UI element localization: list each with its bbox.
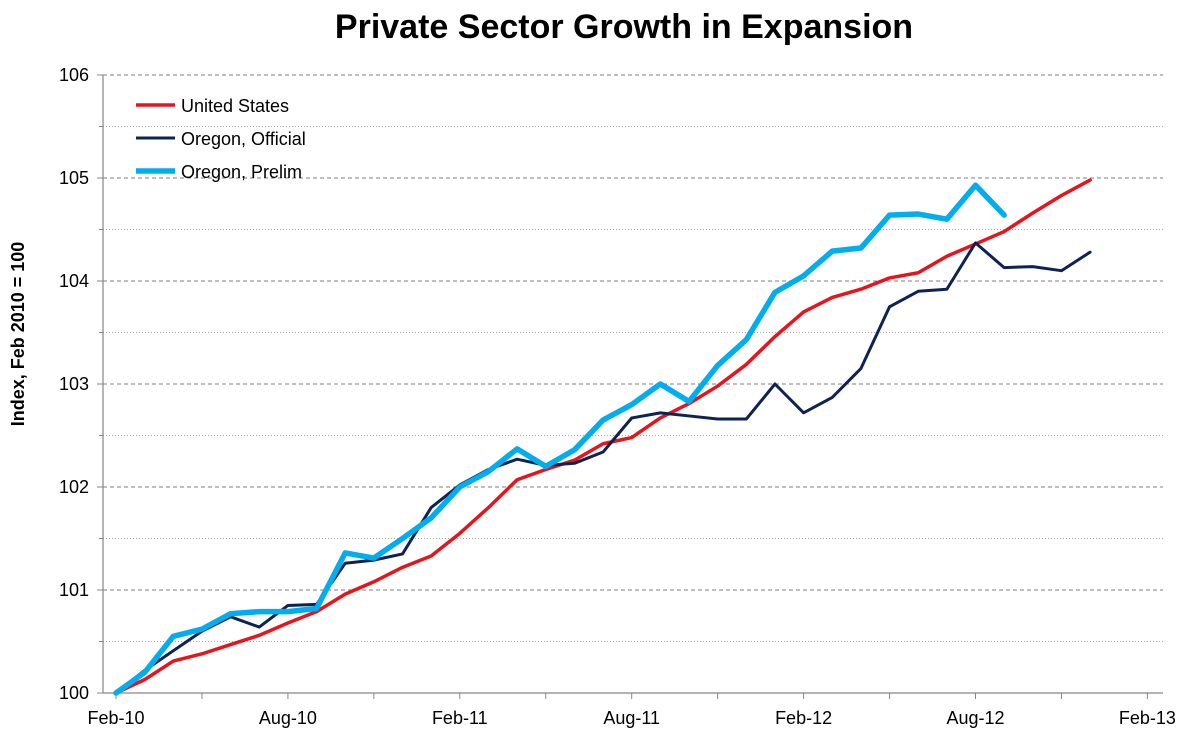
gridlines <box>103 74 1163 642</box>
y-tick-label: 105 <box>59 168 89 188</box>
y-tick-label: 101 <box>59 580 89 600</box>
x-tick-label: Feb-13 <box>1119 708 1176 728</box>
x-tick-label: Feb-10 <box>87 708 144 728</box>
x-tick-label: Feb-12 <box>775 708 832 728</box>
x-tick-label: Aug-12 <box>946 708 1004 728</box>
y-tick-label: 103 <box>59 374 89 394</box>
chart-title: Private Sector Growth in Expansion <box>335 8 913 46</box>
legend-label: Oregon, Prelim <box>181 162 302 182</box>
y-ticks: 100 101 102 103 104 105 106 <box>59 65 103 703</box>
legend: United States Oregon, Official Oregon, Pre… <box>136 96 306 182</box>
y-axis-label: Index, Feb 2010 = 100 <box>8 242 28 427</box>
x-ticks: Feb-10 Aug-10 Feb-11 Aug-11 Feb-12 Aug-12 Feb-… <box>87 693 1176 728</box>
y-tick-label: 100 <box>59 683 89 703</box>
y-tick-label: 102 <box>59 477 89 497</box>
series-line-united-states <box>114 178 1092 695</box>
series-line-oregon-prelim <box>113 182 1007 696</box>
y-tick-label: 106 <box>59 65 89 85</box>
x-tick-label: Aug-11 <box>603 708 660 728</box>
x-tick-label: Aug-10 <box>259 708 317 728</box>
x-tick-label: Feb-11 <box>432 708 488 728</box>
series-line-oregon-official <box>114 241 1092 695</box>
legend-label: United States <box>181 96 289 116</box>
legend-label: Oregon, Official <box>181 129 306 149</box>
series-lines <box>113 178 1092 696</box>
y-tick-label: 104 <box>59 271 89 291</box>
